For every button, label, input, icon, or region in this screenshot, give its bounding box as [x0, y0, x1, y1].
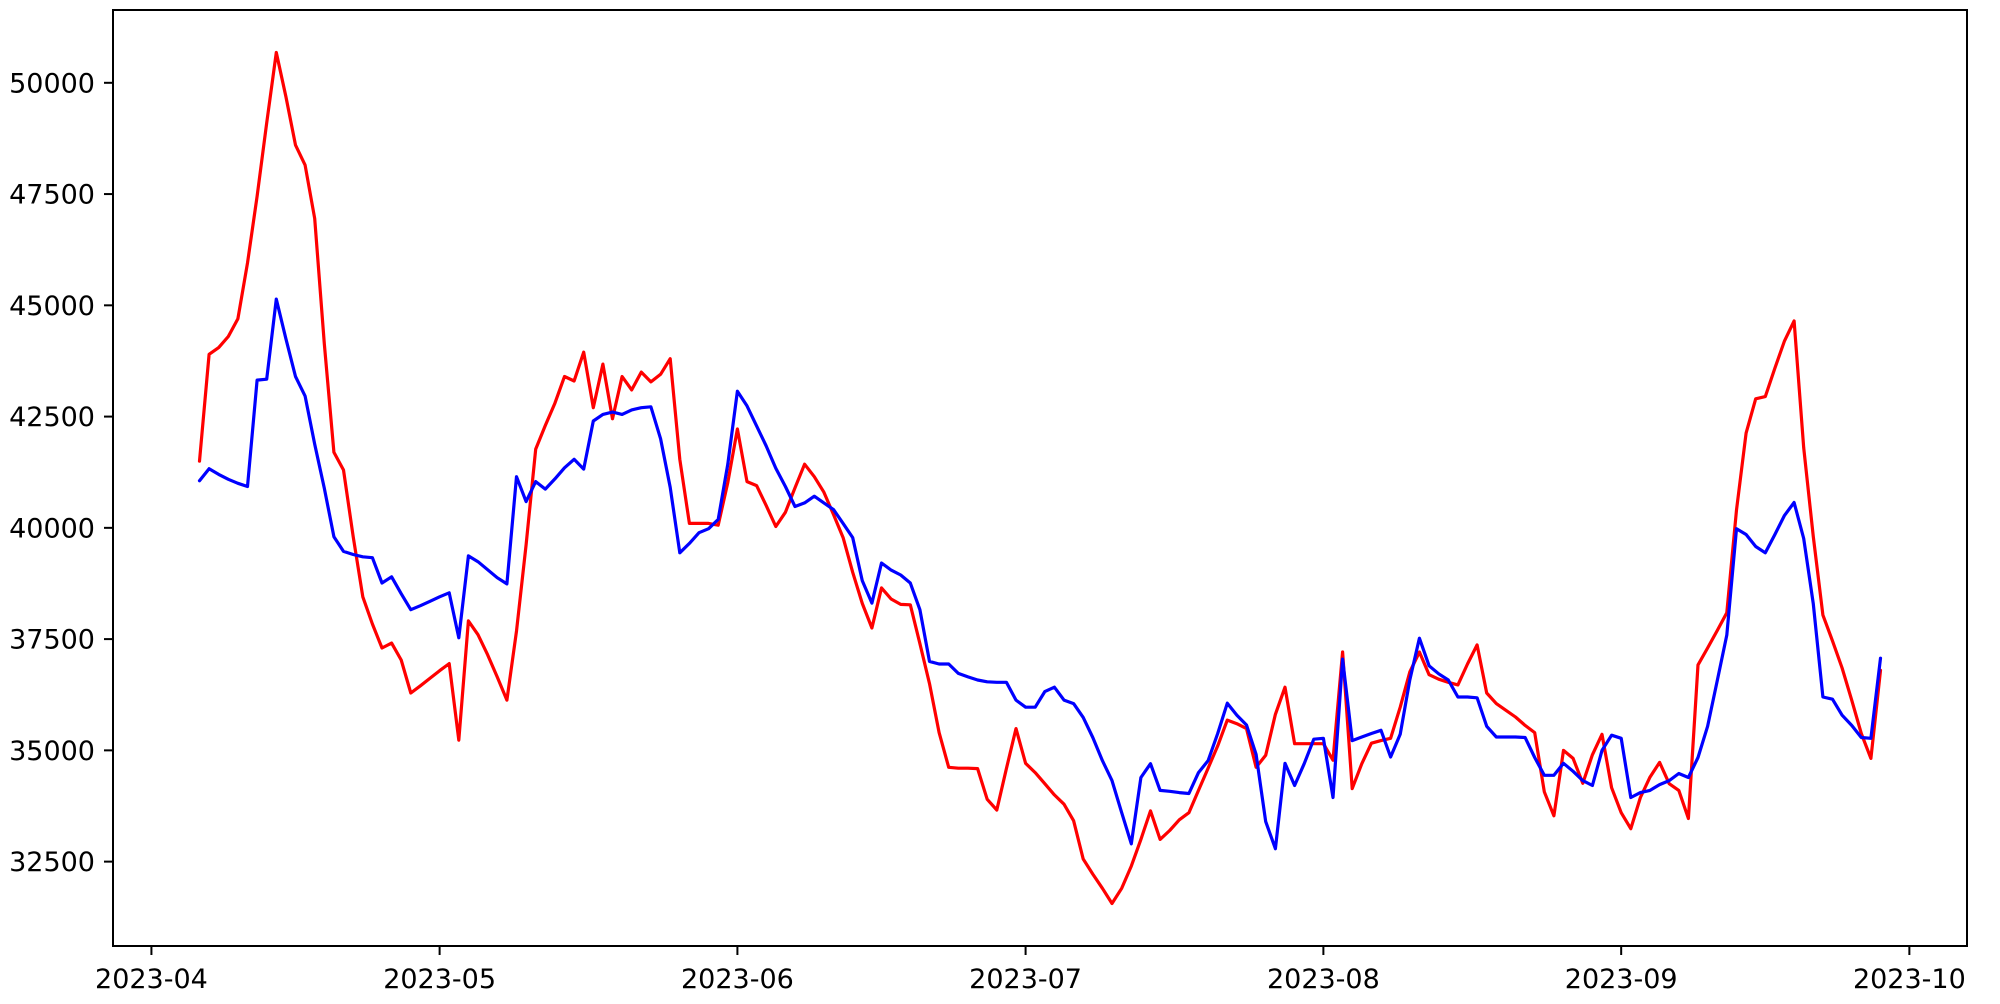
y-tick-label: 50000: [9, 68, 95, 99]
x-tick-label: 2023-08: [1267, 964, 1380, 995]
x-tick-label: 2023-06: [681, 964, 794, 995]
series-blue-line: [197, 297, 1883, 851]
y-tick-label: 35000: [9, 736, 95, 767]
x-tick-label: 2023-10: [1853, 964, 1966, 995]
series-red-line: [197, 50, 1883, 906]
y-tick-label: 37500: [9, 625, 95, 656]
y-tick-label: 45000: [9, 291, 95, 322]
y-tick-label: 32500: [9, 847, 95, 878]
plot-border: [112, 9, 1968, 947]
y-tick-label: 40000: [9, 513, 95, 544]
x-tick-label: 2023-05: [383, 964, 496, 995]
x-tick-label: 2023-04: [95, 964, 208, 995]
x-tick-label: 2023-09: [1565, 964, 1678, 995]
x-tick-label: 2023-07: [969, 964, 1082, 995]
y-tick-label: 42500: [9, 402, 95, 433]
y-tick-label: 47500: [9, 180, 95, 211]
